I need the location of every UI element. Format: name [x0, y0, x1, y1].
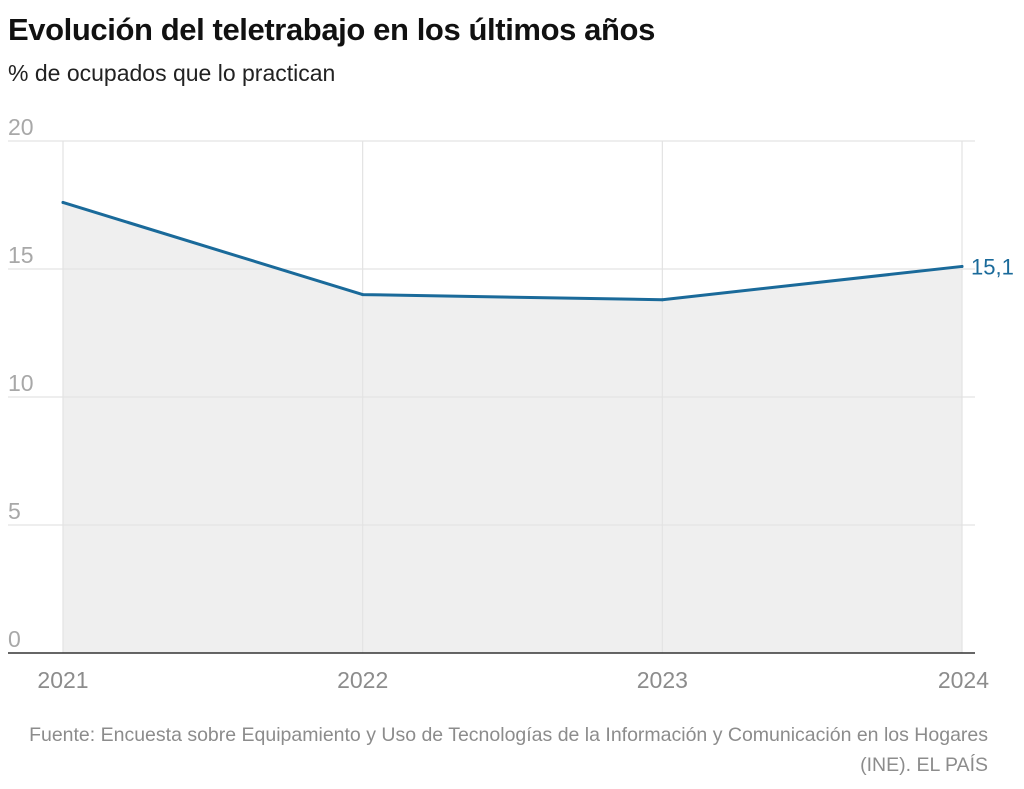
data-point	[361, 293, 365, 297]
data-point	[960, 264, 964, 268]
y-tick-label: 10	[8, 370, 34, 396]
line-chart: 0 5 10 15 20 2021 2022 2023 2024 15,1	[8, 114, 1014, 693]
x-tick-label: 2022	[337, 667, 388, 693]
y-tick-label: 20	[8, 114, 34, 140]
source-note: Fuente: Encuesta sobre Equipamiento y Us…	[29, 724, 988, 776]
data-point	[61, 200, 65, 204]
x-tick-label: 2024	[938, 667, 989, 693]
series-area	[63, 202, 962, 653]
x-tick-label: 2021	[37, 667, 88, 693]
data-point	[660, 298, 664, 302]
series-line	[61, 200, 964, 302]
chart-title: Evolución del teletrabajo en los últimos…	[8, 12, 655, 47]
y-tick-label: 15	[8, 242, 34, 268]
chart-subtitle: % de ocupados que lo practican	[8, 60, 336, 86]
y-tick-label: 5	[8, 498, 21, 524]
x-tick-label: 2023	[637, 667, 688, 693]
y-tick-label: 0	[8, 626, 21, 652]
end-value-label: 15,1	[971, 254, 1014, 279]
